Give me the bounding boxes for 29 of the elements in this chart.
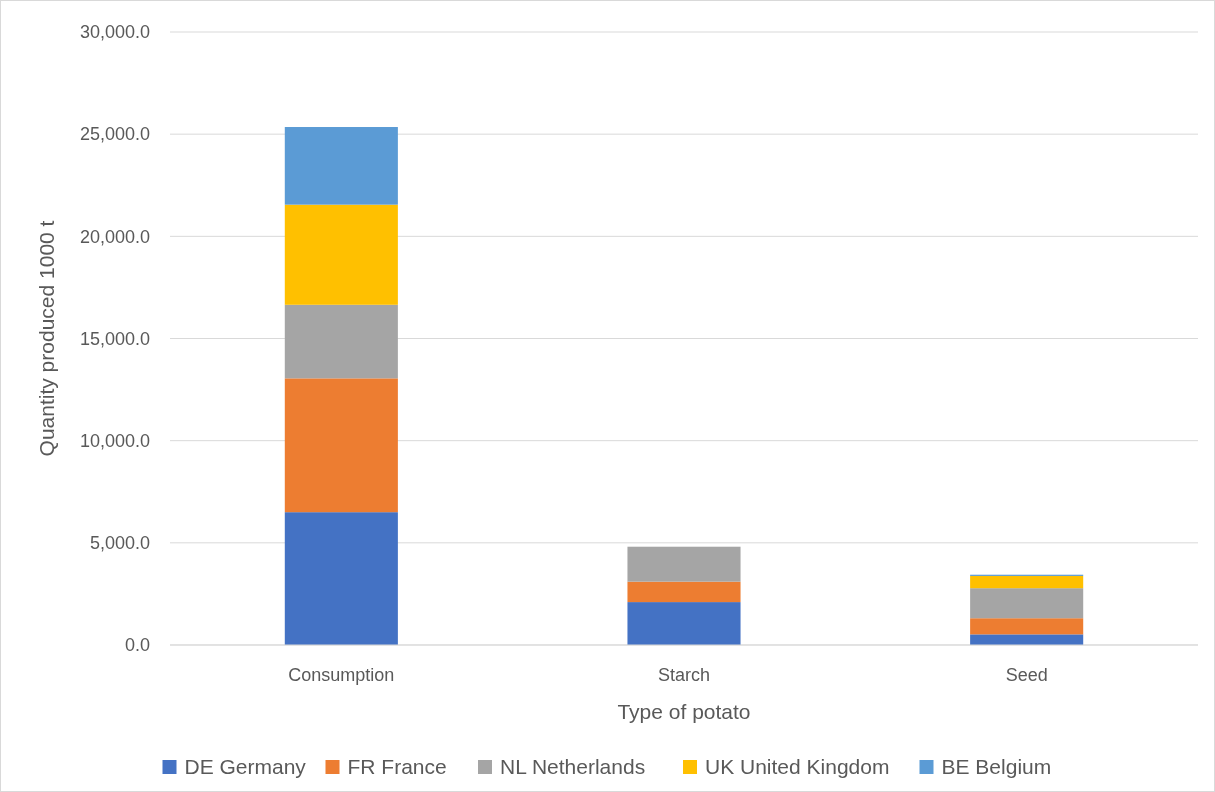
bar bbox=[284, 512, 398, 645]
legend-label: UK United Kingdom bbox=[705, 755, 890, 779]
legend-label: NL Netherlands bbox=[500, 755, 646, 779]
y-tick-label: 25,000.0 bbox=[79, 124, 150, 145]
legend-label: FR France bbox=[347, 755, 447, 779]
x-tick-label: Consumption bbox=[288, 665, 395, 685]
legend-label: DE Germany bbox=[184, 755, 307, 779]
y-tick-label: 30,000.0 bbox=[79, 22, 150, 43]
bar bbox=[284, 304, 398, 379]
bar bbox=[284, 204, 398, 305]
bar bbox=[970, 618, 1084, 635]
bar bbox=[627, 581, 741, 603]
bar bbox=[970, 588, 1084, 619]
bar bbox=[970, 634, 1084, 645]
y-tick-label: 10,000.0 bbox=[79, 430, 150, 451]
y-axis-title: Quantity produced 1000 t bbox=[35, 220, 58, 457]
y-tick-label: 15,000.0 bbox=[79, 328, 150, 349]
y-tick-label: 0.0 bbox=[124, 635, 150, 656]
bar bbox=[284, 378, 398, 513]
bar bbox=[627, 546, 741, 582]
bar bbox=[627, 602, 741, 645]
legend-label: BE Belgium bbox=[941, 755, 1052, 779]
y-tick-label: 5,000.0 bbox=[89, 533, 150, 554]
bar bbox=[284, 127, 398, 205]
x-axis-title: Type of potato bbox=[617, 700, 751, 723]
x-tick-label: Seed bbox=[1005, 665, 1048, 685]
y-tick-label: 20,000.0 bbox=[79, 226, 150, 247]
bar bbox=[970, 575, 1084, 589]
x-tick-label: Starch bbox=[657, 665, 711, 685]
